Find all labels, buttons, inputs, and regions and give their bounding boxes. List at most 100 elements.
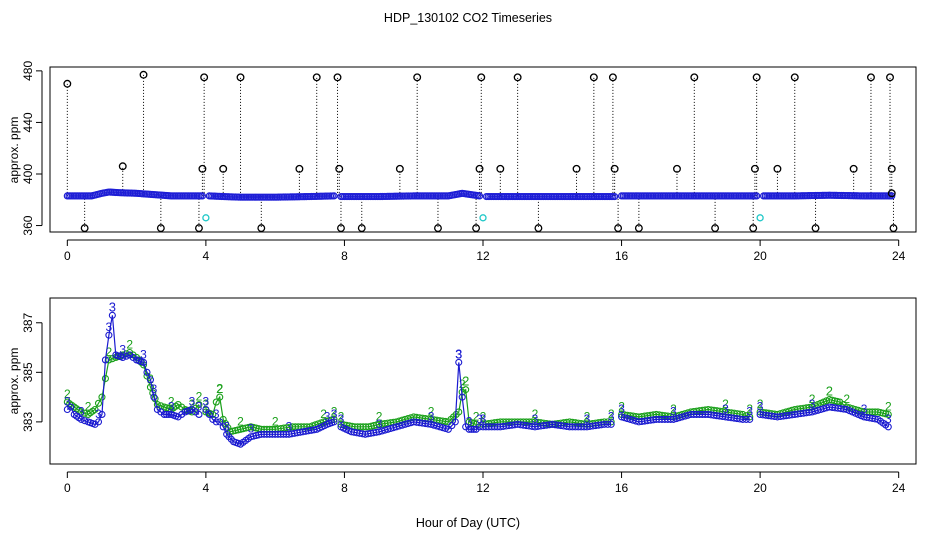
series-3-marker: 3 — [861, 402, 868, 416]
series-3-point — [143, 368, 151, 376]
baseline-point — [330, 192, 338, 200]
series-2-marker: 2 — [885, 399, 892, 413]
cyan-point — [479, 214, 487, 222]
spike-point — [634, 224, 643, 233]
bottom-x-tick-label: 16 — [615, 481, 629, 495]
series-3-marker: 3 — [670, 404, 677, 418]
series-2-point — [884, 410, 892, 418]
series-3-marker: 3 — [466, 414, 473, 428]
series-2-point — [91, 405, 99, 414]
series-3-point — [216, 418, 224, 426]
series-3-point — [119, 353, 127, 362]
spike-point — [156, 224, 165, 233]
spike-point — [295, 164, 304, 173]
series-3-marker: 3 — [746, 404, 753, 418]
spike-point — [236, 73, 245, 82]
series-2-marker: 2 — [216, 382, 223, 396]
series-2-marker: 2 — [722, 397, 729, 411]
bottom-axes: 0 4 8 12 16 20 24 383 385 387 — [21, 312, 906, 495]
series-3-point — [607, 420, 615, 428]
spike-point — [357, 224, 366, 233]
baseline-point — [611, 192, 619, 201]
series-3-marker: 3 — [213, 407, 220, 421]
spike-point — [889, 224, 898, 233]
series-3-marker: 3 — [140, 347, 147, 361]
series-3-point — [330, 418, 338, 426]
series-2-peak-marker: 2 — [462, 374, 469, 389]
series-3-marker: 3 — [376, 417, 383, 431]
spike-point — [477, 73, 486, 82]
series-3-point — [467, 425, 476, 433]
series-3-peak-marker: 3 — [109, 299, 116, 314]
series-2-marker: 2 — [473, 409, 480, 423]
spike-point — [472, 224, 481, 233]
spike-point — [589, 73, 598, 82]
series-3-marker: 3 — [428, 409, 435, 423]
series-2-marker: 2 — [428, 404, 435, 418]
spike-point — [118, 162, 127, 171]
spike-point — [867, 73, 875, 82]
series-3-point — [746, 415, 754, 423]
series-2-marker: 2 — [584, 409, 591, 423]
series-3-marker: 3 — [331, 407, 338, 421]
series-2-point — [94, 399, 103, 407]
series-3-marker: 3 — [203, 394, 210, 408]
spike-point — [849, 164, 858, 173]
spike-point — [335, 164, 344, 173]
series-3-marker: 3 — [189, 394, 196, 408]
series-3-point — [202, 405, 210, 414]
spike-point — [673, 164, 681, 173]
spike-point — [690, 73, 699, 82]
series-3-point — [146, 376, 155, 384]
spike-point — [312, 73, 321, 82]
spike-point — [572, 164, 581, 173]
bottom-plot-frame — [49, 297, 917, 465]
spike-point — [886, 73, 894, 82]
spike-point — [200, 73, 209, 82]
top-y-tick-label: 440 — [21, 112, 35, 132]
series-3-point — [455, 358, 463, 366]
spike-point — [198, 164, 207, 173]
baseline-point — [753, 192, 761, 200]
bottom-y-tick-label: 385 — [21, 362, 35, 382]
series-3-marker: 3 — [455, 347, 462, 361]
baseline-point — [198, 192, 207, 200]
series-2-point — [216, 393, 224, 401]
spike-point — [413, 73, 422, 82]
spike-point — [608, 73, 617, 82]
series-3-marker: 3 — [248, 422, 255, 436]
top-axes: 0 4 8 12 16 20 24 360 400 440 480 — [21, 61, 906, 263]
series-2-point — [101, 374, 109, 383]
bottom-y-tick-label: 383 — [21, 412, 35, 432]
bottom-x-tick-label: 20 — [753, 481, 767, 495]
bottom-x-tick-label: 4 — [203, 481, 210, 495]
series-3-point — [195, 410, 203, 418]
series-3-peak-marker: 3 — [455, 346, 462, 361]
spike-point — [752, 73, 761, 82]
series-2-marker: 2 — [106, 345, 113, 359]
series-2-marker: 2 — [618, 399, 625, 413]
series-2-marker: 2 — [320, 407, 327, 421]
baseline-point — [475, 192, 484, 200]
series-2-marker: 2 — [338, 409, 345, 423]
series-2-point — [462, 386, 470, 394]
series-3-point — [884, 423, 892, 431]
spike-point — [614, 224, 623, 233]
series-3-marker: 3 — [78, 404, 85, 418]
series-3-point — [165, 410, 173, 418]
series-3-marker: 3 — [106, 320, 113, 334]
spike-point — [790, 73, 799, 82]
series-3-point — [600, 420, 608, 428]
top-x-tick-label: 0 — [64, 249, 71, 263]
spike-point — [395, 164, 404, 173]
series-3-point — [451, 418, 459, 426]
series-3-point — [604, 420, 612, 428]
bottom-y-axis-label: approx. ppm — [7, 348, 21, 415]
series-2-marker: 2 — [459, 377, 466, 391]
series-3-point — [742, 415, 750, 423]
series-3-point — [139, 358, 148, 366]
spike-point — [257, 224, 266, 233]
series-3-marker: 3 — [168, 399, 175, 413]
series-3-point — [212, 418, 220, 426]
